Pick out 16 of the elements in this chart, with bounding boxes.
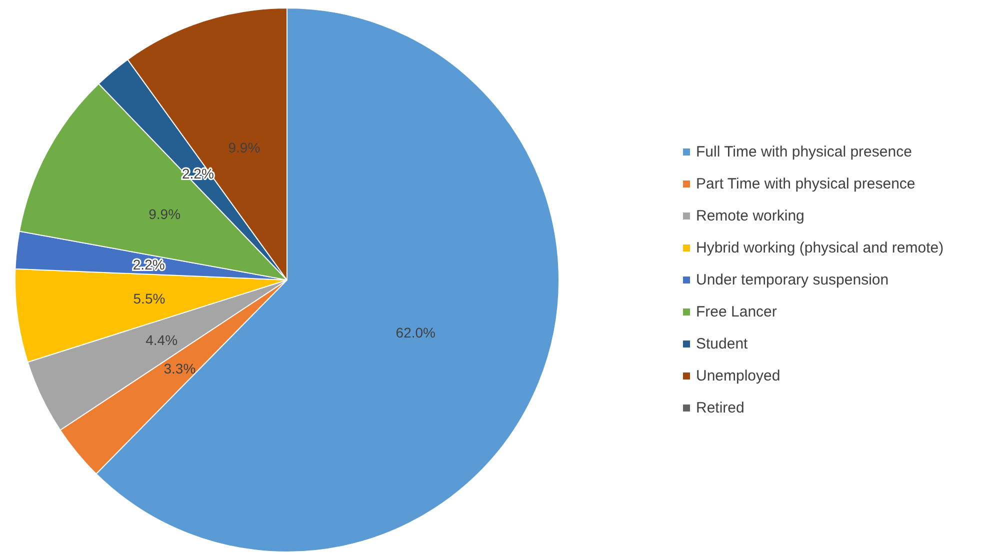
legend-label: Unemployed bbox=[696, 368, 780, 384]
data-label: 2.2% bbox=[132, 256, 165, 273]
data-label: 9.9% bbox=[228, 140, 260, 156]
legend-label: Full Time with physical presence bbox=[696, 144, 912, 160]
legend-label: Hybrid working (physical and remote) bbox=[696, 240, 944, 256]
data-label: 3.3% bbox=[164, 360, 196, 376]
data-label: 9.9% bbox=[148, 206, 181, 222]
legend-label: Student bbox=[696, 336, 749, 352]
legend-label: Remote working bbox=[696, 208, 804, 224]
legend-label: Under temporary suspension bbox=[696, 272, 889, 288]
data-label: 4.4% bbox=[146, 332, 178, 348]
legend-label: Retired bbox=[696, 400, 744, 416]
data-label: 5.5% bbox=[133, 290, 166, 306]
data-label: 62.0% bbox=[396, 324, 436, 341]
legend-label: Free Lancer bbox=[696, 304, 777, 320]
legend-label: Part Time with physical presence bbox=[696, 176, 916, 192]
